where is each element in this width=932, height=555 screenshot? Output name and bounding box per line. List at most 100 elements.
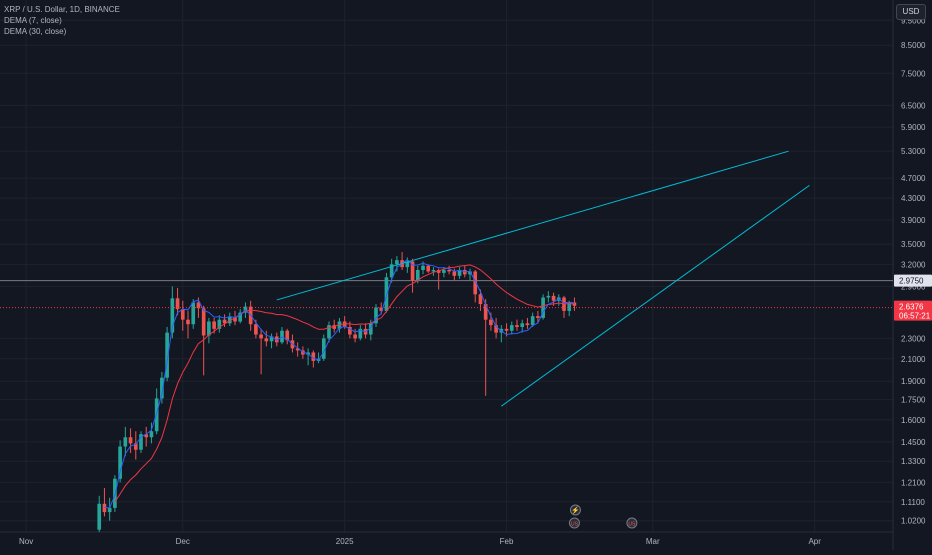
- candle-body: [389, 264, 394, 278]
- candle-body: [295, 348, 300, 351]
- candle-body: [107, 507, 112, 513]
- candle-body: [468, 271, 472, 275]
- candle-body: [405, 261, 410, 268]
- candle-body: [170, 298, 175, 333]
- level-price-tag: [894, 274, 932, 287]
- x-tick-label: Mar: [646, 537, 660, 546]
- currency-badge[interactable]: USD: [896, 4, 926, 20]
- candle-body: [269, 336, 274, 342]
- y-tick-label: 1.7500: [901, 396, 926, 405]
- candle-body: [274, 336, 279, 343]
- candle-body: [489, 319, 493, 326]
- candle-body: [353, 334, 357, 339]
- current-price-tag: [894, 300, 932, 321]
- symbol-title[interactable]: XRP / U.S. Dollar, 1D, BINANCE: [4, 5, 120, 14]
- candle-body: [254, 324, 258, 335]
- trendline: [501, 184, 810, 407]
- candle-body: [478, 294, 483, 305]
- candle-body: [494, 325, 498, 333]
- candle-body: [233, 317, 237, 322]
- candle-body: [191, 302, 196, 325]
- y-tick-label: 8.5000: [901, 41, 926, 50]
- indicator-dema7-label[interactable]: DEMA (7, close): [4, 16, 62, 25]
- y-tick-label: 1.9000: [901, 377, 926, 386]
- x-tick-label: Feb: [500, 537, 514, 546]
- candle-body: [285, 330, 290, 341]
- candle-body: [259, 334, 263, 339]
- y-tick-label: 3.5000: [901, 240, 926, 249]
- y-tick-label: 2.3000: [901, 334, 926, 343]
- candle-body: [415, 270, 420, 281]
- candle-body: [421, 265, 425, 271]
- candle-body: [515, 325, 519, 327]
- candle-body: [180, 309, 185, 320]
- level-price-label: 2.9750: [899, 277, 924, 286]
- candle-body: [139, 434, 143, 450]
- candle-body: [165, 332, 169, 378]
- event-marker-glyph: US: [628, 522, 636, 528]
- candle-body: [452, 271, 457, 276]
- candle-body: [97, 503, 102, 530]
- candle-body: [264, 338, 269, 342]
- candle-body: [327, 325, 331, 339]
- candle-body: [473, 271, 478, 295]
- y-tick-label: 7.5000: [901, 69, 926, 78]
- candle-body: [410, 261, 415, 281]
- event-marker-glyph: ⚡: [571, 506, 580, 515]
- candle-body: [160, 377, 164, 399]
- y-tick-label: 3.2000: [901, 260, 926, 269]
- candle-body: [374, 307, 378, 324]
- candle-body: [144, 434, 149, 438]
- candle-body: [175, 298, 180, 310]
- candle-body: [436, 270, 441, 273]
- x-tick-label: 2025: [336, 537, 354, 546]
- y-tick-label: 5.3000: [901, 147, 926, 156]
- candle-body: [133, 443, 138, 450]
- candle-body: [222, 319, 227, 324]
- candle-body: [321, 338, 326, 359]
- countdown-label: 06:57:21: [899, 312, 931, 321]
- chart-legend: XRP / U.S. Dollar, 1D, BINANCE DEMA (7, …: [4, 4, 120, 37]
- x-tick-label: Nov: [19, 537, 33, 546]
- y-tick-label: 4.3000: [901, 194, 926, 203]
- candle-body: [311, 352, 316, 361]
- x-tick-label: Apr: [808, 537, 821, 546]
- candle-body: [123, 437, 128, 447]
- event-marker-icon: [569, 504, 581, 516]
- candle-body: [358, 328, 363, 339]
- candle-body: [102, 503, 107, 513]
- candle-body: [149, 431, 154, 438]
- y-tick-label: 9.5000: [901, 16, 926, 25]
- indicator-dema30-label[interactable]: DEMA (30, close): [4, 27, 67, 36]
- candle-body: [530, 316, 535, 326]
- candle-body: [431, 270, 436, 272]
- candle-body: [520, 323, 525, 327]
- candle-body: [217, 319, 222, 329]
- candle-body: [567, 302, 572, 311]
- event-marker-glyph: US: [571, 522, 579, 528]
- candle-body: [128, 437, 133, 444]
- candle-body: [551, 295, 556, 301]
- candle-body: [447, 270, 451, 272]
- y-tick-label: 2.9000: [901, 282, 926, 291]
- trendline: [276, 150, 789, 301]
- y-tick-label: 4.7000: [901, 174, 926, 183]
- candle-body: [207, 321, 211, 336]
- candle-body: [504, 328, 509, 331]
- y-tick-label: 5.9000: [901, 123, 926, 132]
- y-tick-label: 1.3300: [901, 457, 926, 466]
- candle-body: [348, 326, 352, 335]
- candle-body: [118, 446, 122, 479]
- y-tick-label: 1.6000: [901, 416, 926, 425]
- event-marker-icon: [626, 517, 638, 529]
- candle-body: [536, 316, 540, 318]
- dema30-line: [114, 264, 575, 503]
- candle-body: [186, 319, 190, 325]
- y-tick-label: 1.1100: [901, 498, 925, 507]
- y-tick-label: 1.2100: [901, 478, 926, 487]
- candle-body: [238, 312, 243, 322]
- candle-body: [572, 302, 577, 306]
- candle-body: [212, 321, 216, 329]
